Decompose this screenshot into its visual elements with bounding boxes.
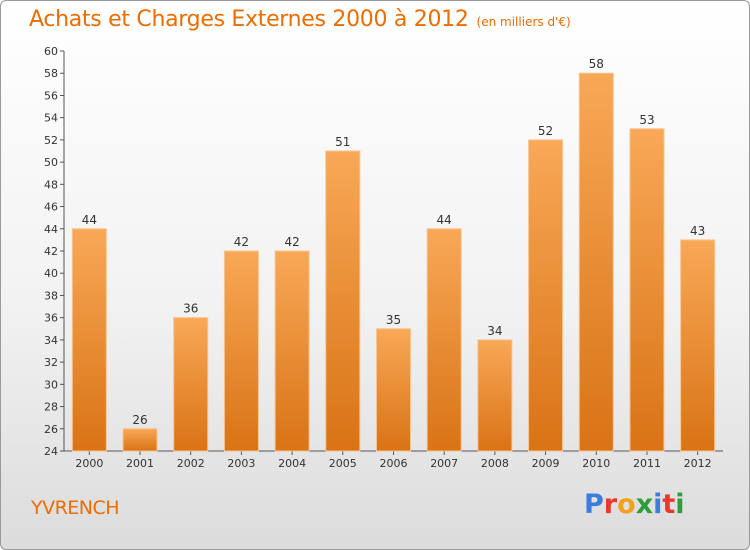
y-tick-label: 46 [44,201,58,214]
bar-2002 [173,317,209,452]
logo-letter: r [603,489,618,520]
x-tick-label-2010: 2010 [582,457,610,470]
x-tick-label-2005: 2005 [329,457,357,470]
bar-2011 [629,128,665,452]
x-tick-label-2006: 2006 [380,457,408,470]
y-tick-label: 44 [44,223,58,236]
bar-2009 [528,139,564,452]
data-label-2005: 51 [335,135,350,149]
y-tick-label: 36 [44,312,58,325]
bar-2004 [274,250,310,452]
data-label-2007: 44 [437,213,452,227]
y-tick-label: 40 [44,267,58,280]
x-tick-label-2003: 2003 [227,457,255,470]
y-tick-label: 42 [44,245,58,258]
y-tick-label: 56 [44,89,58,102]
bar-2010 [578,72,614,452]
y-tick-label: 58 [44,67,58,80]
y-tick-label: 50 [44,156,58,169]
bar-2007 [426,228,462,452]
bar-2006 [376,328,411,452]
logo-letter: t [662,489,676,520]
y-tick-label: 24 [44,445,58,458]
data-label-2009: 52 [538,124,553,138]
unit-label: (en milliers d'€) [476,15,571,29]
y-tick-label: 34 [44,334,58,347]
y-tick-label: 28 [44,401,58,414]
bar-2012 [680,239,716,452]
x-tick-label-2002: 2002 [177,457,205,470]
x-tick-label-2008: 2008 [481,457,509,470]
y-tick-label: 54 [44,112,58,125]
data-label-2006: 35 [386,313,401,327]
data-label-2008: 34 [487,324,502,338]
y-tick-label: 38 [44,289,58,302]
data-label-2001: 26 [132,413,147,427]
data-label-2011: 53 [639,113,654,127]
x-tick-label-2012: 2012 [684,457,712,470]
place-name: YVRENCH [31,497,120,519]
data-label-2002: 36 [183,302,198,316]
x-tick-label-2009: 2009 [532,457,560,470]
x-tick-label-2004: 2004 [278,457,306,470]
bar-2008 [477,339,513,452]
logo-letter: P [584,489,604,520]
data-label-2004: 42 [284,235,299,249]
x-tick-label-2011: 2011 [633,457,661,470]
data-label-2010: 58 [589,57,604,71]
x-tick-label-2000: 2000 [75,457,103,470]
title-text: Achats et Charges Externes 2000 à 2012 [29,7,469,32]
data-label-2003: 42 [234,235,249,249]
data-label-2000: 44 [82,213,97,227]
y-tick-label: 30 [44,378,58,391]
logo-letter: o [617,489,636,520]
x-tick-label-2001: 2001 [126,457,154,470]
y-tick-label: 60 [44,45,58,58]
y-tick-label: 48 [44,178,58,191]
y-tick-label: 32 [44,356,58,369]
proxiti-logo: Proxiti [584,489,685,520]
logo-letter: i [653,489,663,520]
logo-letter: x [635,489,654,520]
chart-title: Achats et Charges Externes 2000 à 2012 (e… [29,7,571,32]
y-tick-label: 52 [44,134,58,147]
logo-letter: i [675,489,685,520]
data-label-2012: 43 [690,224,705,238]
x-tick-label-2007: 2007 [430,457,458,470]
bar-2001 [122,428,158,452]
bar-2000 [71,228,107,452]
y-tick-label: 26 [44,423,58,436]
bar-2005 [325,150,361,452]
bar-2003 [223,250,259,452]
